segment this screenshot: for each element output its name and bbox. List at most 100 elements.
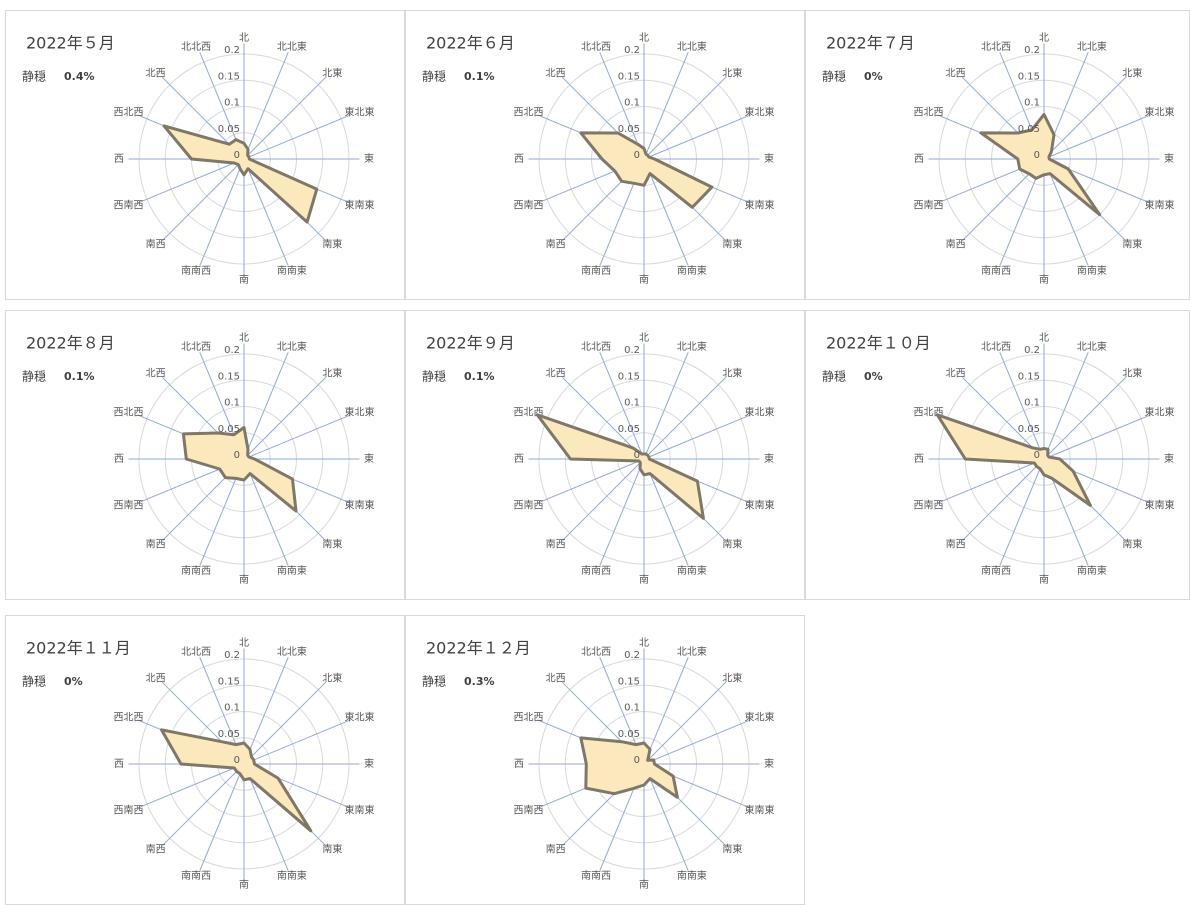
r-tick-label: 0 — [1034, 450, 1040, 461]
radar-area — [535, 413, 705, 520]
direction-label: 南西 — [946, 538, 966, 551]
direction-label: 西 — [514, 154, 524, 165]
chart-panel: 北北北東 北東 東北東東東南東 南東 南南東南 南南西 南西 西南西 西 西北西 北西 北北西 0 0.0… — [405, 10, 805, 300]
direction-label: 南 — [1039, 573, 1049, 586]
spoke — [1043, 352, 1089, 460]
direction-label: 北 — [1039, 332, 1049, 344]
direction-label: 南南西 — [581, 264, 611, 277]
r-tick-label: 0.15 — [1018, 371, 1040, 382]
r-tick-label: 0.2 — [624, 345, 640, 356]
direction-label: 北西 — [146, 67, 166, 79]
direction-label: 北 — [639, 332, 649, 344]
direction-label: 南南西 — [181, 869, 211, 882]
r-tick-label: 0 — [234, 150, 240, 161]
spoke — [643, 114, 751, 160]
direction-label: 東 — [764, 757, 774, 770]
direction-label: 北西 — [546, 67, 566, 79]
direction-label: 南南西 — [981, 264, 1011, 277]
direction-label: 南南東 — [1077, 564, 1107, 577]
r-tick-label: 0.15 — [618, 71, 640, 82]
direction-label: 北 — [239, 332, 249, 344]
direction-label: 東南東 — [344, 498, 374, 511]
chart-panel: 北北北東 北東 東北東東東南東 南東 南南東南 南南西 南西 西南西 西 西北西 北西 北北西 0 0.0… — [405, 615, 805, 905]
chart-title: 2022年８月 — [26, 334, 115, 353]
r-tick-label: 0.2 — [624, 650, 640, 661]
direction-label: 西 — [514, 759, 524, 770]
r-tick-label: 0.05 — [218, 424, 240, 435]
direction-label: 東 — [764, 452, 774, 465]
r-tick-label: 0.15 — [618, 371, 640, 382]
direction-label: 北北東 — [677, 40, 707, 53]
r-tick-label: 0.1 — [224, 703, 240, 714]
spoke — [937, 458, 1045, 504]
calm-value: 0.4% — [64, 70, 95, 83]
direction-label: 東 — [1164, 452, 1174, 465]
spoke — [243, 114, 351, 160]
r-tick-label: 0.05 — [1018, 424, 1040, 435]
chart-panel: 北北北東 北東 東北東東東南東 南東 南南東南 南南西 南西 西南西 西 西北西 北西 北北西 0 0.0… — [805, 10, 1190, 300]
r-tick-label: 0.05 — [618, 124, 640, 135]
direction-label: 北北東 — [677, 645, 707, 658]
chart-panel: 北北北東 北東 東北東東東南東 南東 南南東南 南南西 南西 西南西 西 西北西 北西 北北西 0 0.0… — [405, 310, 805, 600]
direction-label: 北北西 — [181, 41, 211, 53]
calm-value: 0% — [864, 370, 883, 383]
direction-label: 西北西 — [114, 712, 144, 724]
direction-label: 北西 — [546, 672, 566, 684]
radar-area — [979, 112, 1102, 217]
calm-label: 静穏 — [822, 370, 846, 384]
spoke — [243, 352, 289, 460]
direction-label: 東北東 — [344, 711, 374, 724]
r-tick-label: 0.1 — [1024, 398, 1040, 409]
direction-label: 西北西 — [114, 107, 144, 119]
spoke — [161, 763, 245, 847]
spoke — [643, 414, 751, 460]
direction-label: 東南東 — [1144, 198, 1174, 211]
r-tick-label: 0 — [234, 450, 240, 461]
direction-label: 南南東 — [677, 869, 707, 882]
direction-label: 北 — [239, 637, 249, 649]
spoke — [137, 763, 245, 809]
radar-area — [181, 426, 298, 513]
direction-label: 南西 — [146, 538, 166, 551]
chart-title: 2022年７月 — [826, 34, 915, 53]
direction-label: 北北西 — [181, 341, 211, 353]
spoke — [243, 158, 289, 266]
chart-title: 2022年１２月 — [426, 639, 531, 658]
calm-value: 0.3% — [464, 675, 495, 688]
chart-panel: 北北北東 北東 東北東東東南東 南東 南南東南 南南西 南西 西南西 西 西北西 北西 北北西 0 0.0… — [5, 615, 405, 905]
chart-title: 2022年６月 — [426, 34, 515, 53]
spoke — [643, 158, 689, 266]
direction-label: 北東 — [322, 366, 342, 379]
spoke — [243, 414, 351, 460]
direction-label: 南東 — [1122, 238, 1142, 251]
direction-label: 東南東 — [344, 803, 374, 816]
direction-label: 南西 — [546, 538, 566, 551]
direction-label: 西南西 — [914, 498, 944, 511]
spoke — [599, 458, 645, 566]
direction-label: 北東 — [722, 66, 742, 79]
spoke — [199, 763, 245, 871]
direction-label: 北西 — [546, 367, 566, 379]
spoke — [643, 352, 689, 460]
spoke — [643, 681, 727, 765]
spoke — [243, 52, 289, 160]
r-tick-label: 0.15 — [218, 676, 240, 687]
radar-area — [935, 413, 1092, 507]
direction-label: 西南西 — [514, 498, 544, 511]
direction-label: 南東 — [322, 238, 342, 251]
direction-label: 南東 — [722, 843, 742, 856]
direction-label: 東北東 — [344, 106, 374, 119]
direction-label: 南南西 — [181, 264, 211, 277]
direction-label: 南南東 — [277, 564, 307, 577]
spoke — [961, 458, 1045, 542]
r-tick-label: 0.1 — [224, 98, 240, 109]
direction-label: 東北東 — [744, 106, 774, 119]
direction-label: 北西 — [946, 367, 966, 379]
direction-label: 南南東 — [677, 264, 707, 277]
direction-label: 北北西 — [981, 341, 1011, 353]
direction-label: 東 — [364, 452, 374, 465]
calm-label: 静穏 — [822, 70, 846, 84]
direction-label: 南東 — [722, 238, 742, 251]
direction-label: 北西 — [146, 367, 166, 379]
